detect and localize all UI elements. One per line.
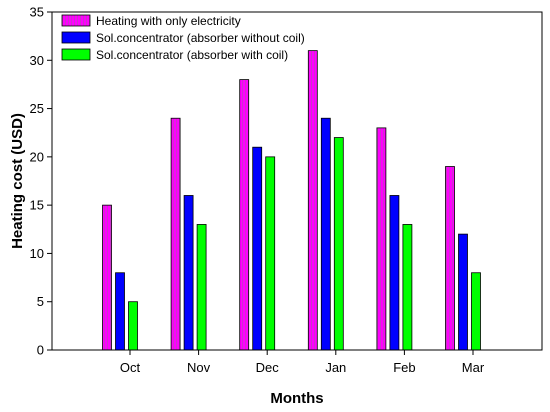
bar-feb-series-1 (376, 127, 387, 351)
x-tick-label: Oct (120, 360, 141, 375)
legend-label: Sol.concentrator (absorber without coil) (96, 31, 305, 45)
bar-nov-series-2 (183, 195, 194, 351)
bar-mar-series-1 (445, 166, 455, 351)
bars (102, 50, 481, 351)
y-tick-label: 5 (37, 294, 44, 309)
bar-dec-series-3 (265, 156, 276, 351)
x-tick-label: Nov (187, 360, 211, 375)
y-tick-label: 30 (30, 53, 44, 68)
legend-label: Sol.concentrator (absorber with coil) (96, 48, 288, 62)
bar-jan-series-2 (320, 117, 331, 351)
bar-oct-series-1 (102, 204, 112, 351)
bar-feb-series-3 (402, 224, 413, 351)
bar-jan-series-3 (333, 137, 344, 351)
bar-oct-series-2 (115, 272, 125, 351)
x-tick-label: Mar (462, 360, 485, 375)
y-tick-label: 35 (30, 5, 44, 20)
y-tick-label: 15 (30, 198, 44, 213)
bar-nov-series-1 (170, 117, 181, 351)
y-axis-label: Heating cost (USD) (9, 113, 26, 249)
bar-dec-series-2 (252, 146, 263, 351)
plot-frame (51, 11, 543, 351)
x-tick-label: Feb (393, 360, 415, 375)
bar-nov-series-3 (196, 224, 207, 351)
x-tick-label: Dec (256, 360, 280, 375)
x-axis: Oct Nov Dec Jan Feb Mar (120, 350, 485, 375)
y-tick-label: 20 (30, 149, 44, 164)
y-axis: 0 5 10 15 20 25 30 35 (30, 5, 52, 358)
bar-dec-series-1 (239, 79, 250, 351)
bar-jan-series-1 (307, 50, 318, 351)
legend-swatch (61, 31, 91, 44)
y-tick-label: 10 (30, 246, 44, 261)
legend-label: Heating with only electricity (96, 14, 241, 28)
bar-mar-series-3 (471, 272, 481, 351)
bar-oct-series-3 (128, 301, 138, 351)
x-tick-label: Jan (325, 360, 346, 375)
bar-feb-series-2 (389, 195, 400, 351)
legend-swatch (61, 14, 91, 27)
bar-mar-series-2 (458, 233, 468, 351)
y-tick-label: 0 (37, 343, 44, 358)
y-tick-label: 25 (30, 101, 44, 116)
legend-swatch (61, 48, 91, 61)
x-axis-label: Months (270, 390, 323, 407)
legend: Heating with only electricity Sol.concent… (61, 14, 305, 62)
